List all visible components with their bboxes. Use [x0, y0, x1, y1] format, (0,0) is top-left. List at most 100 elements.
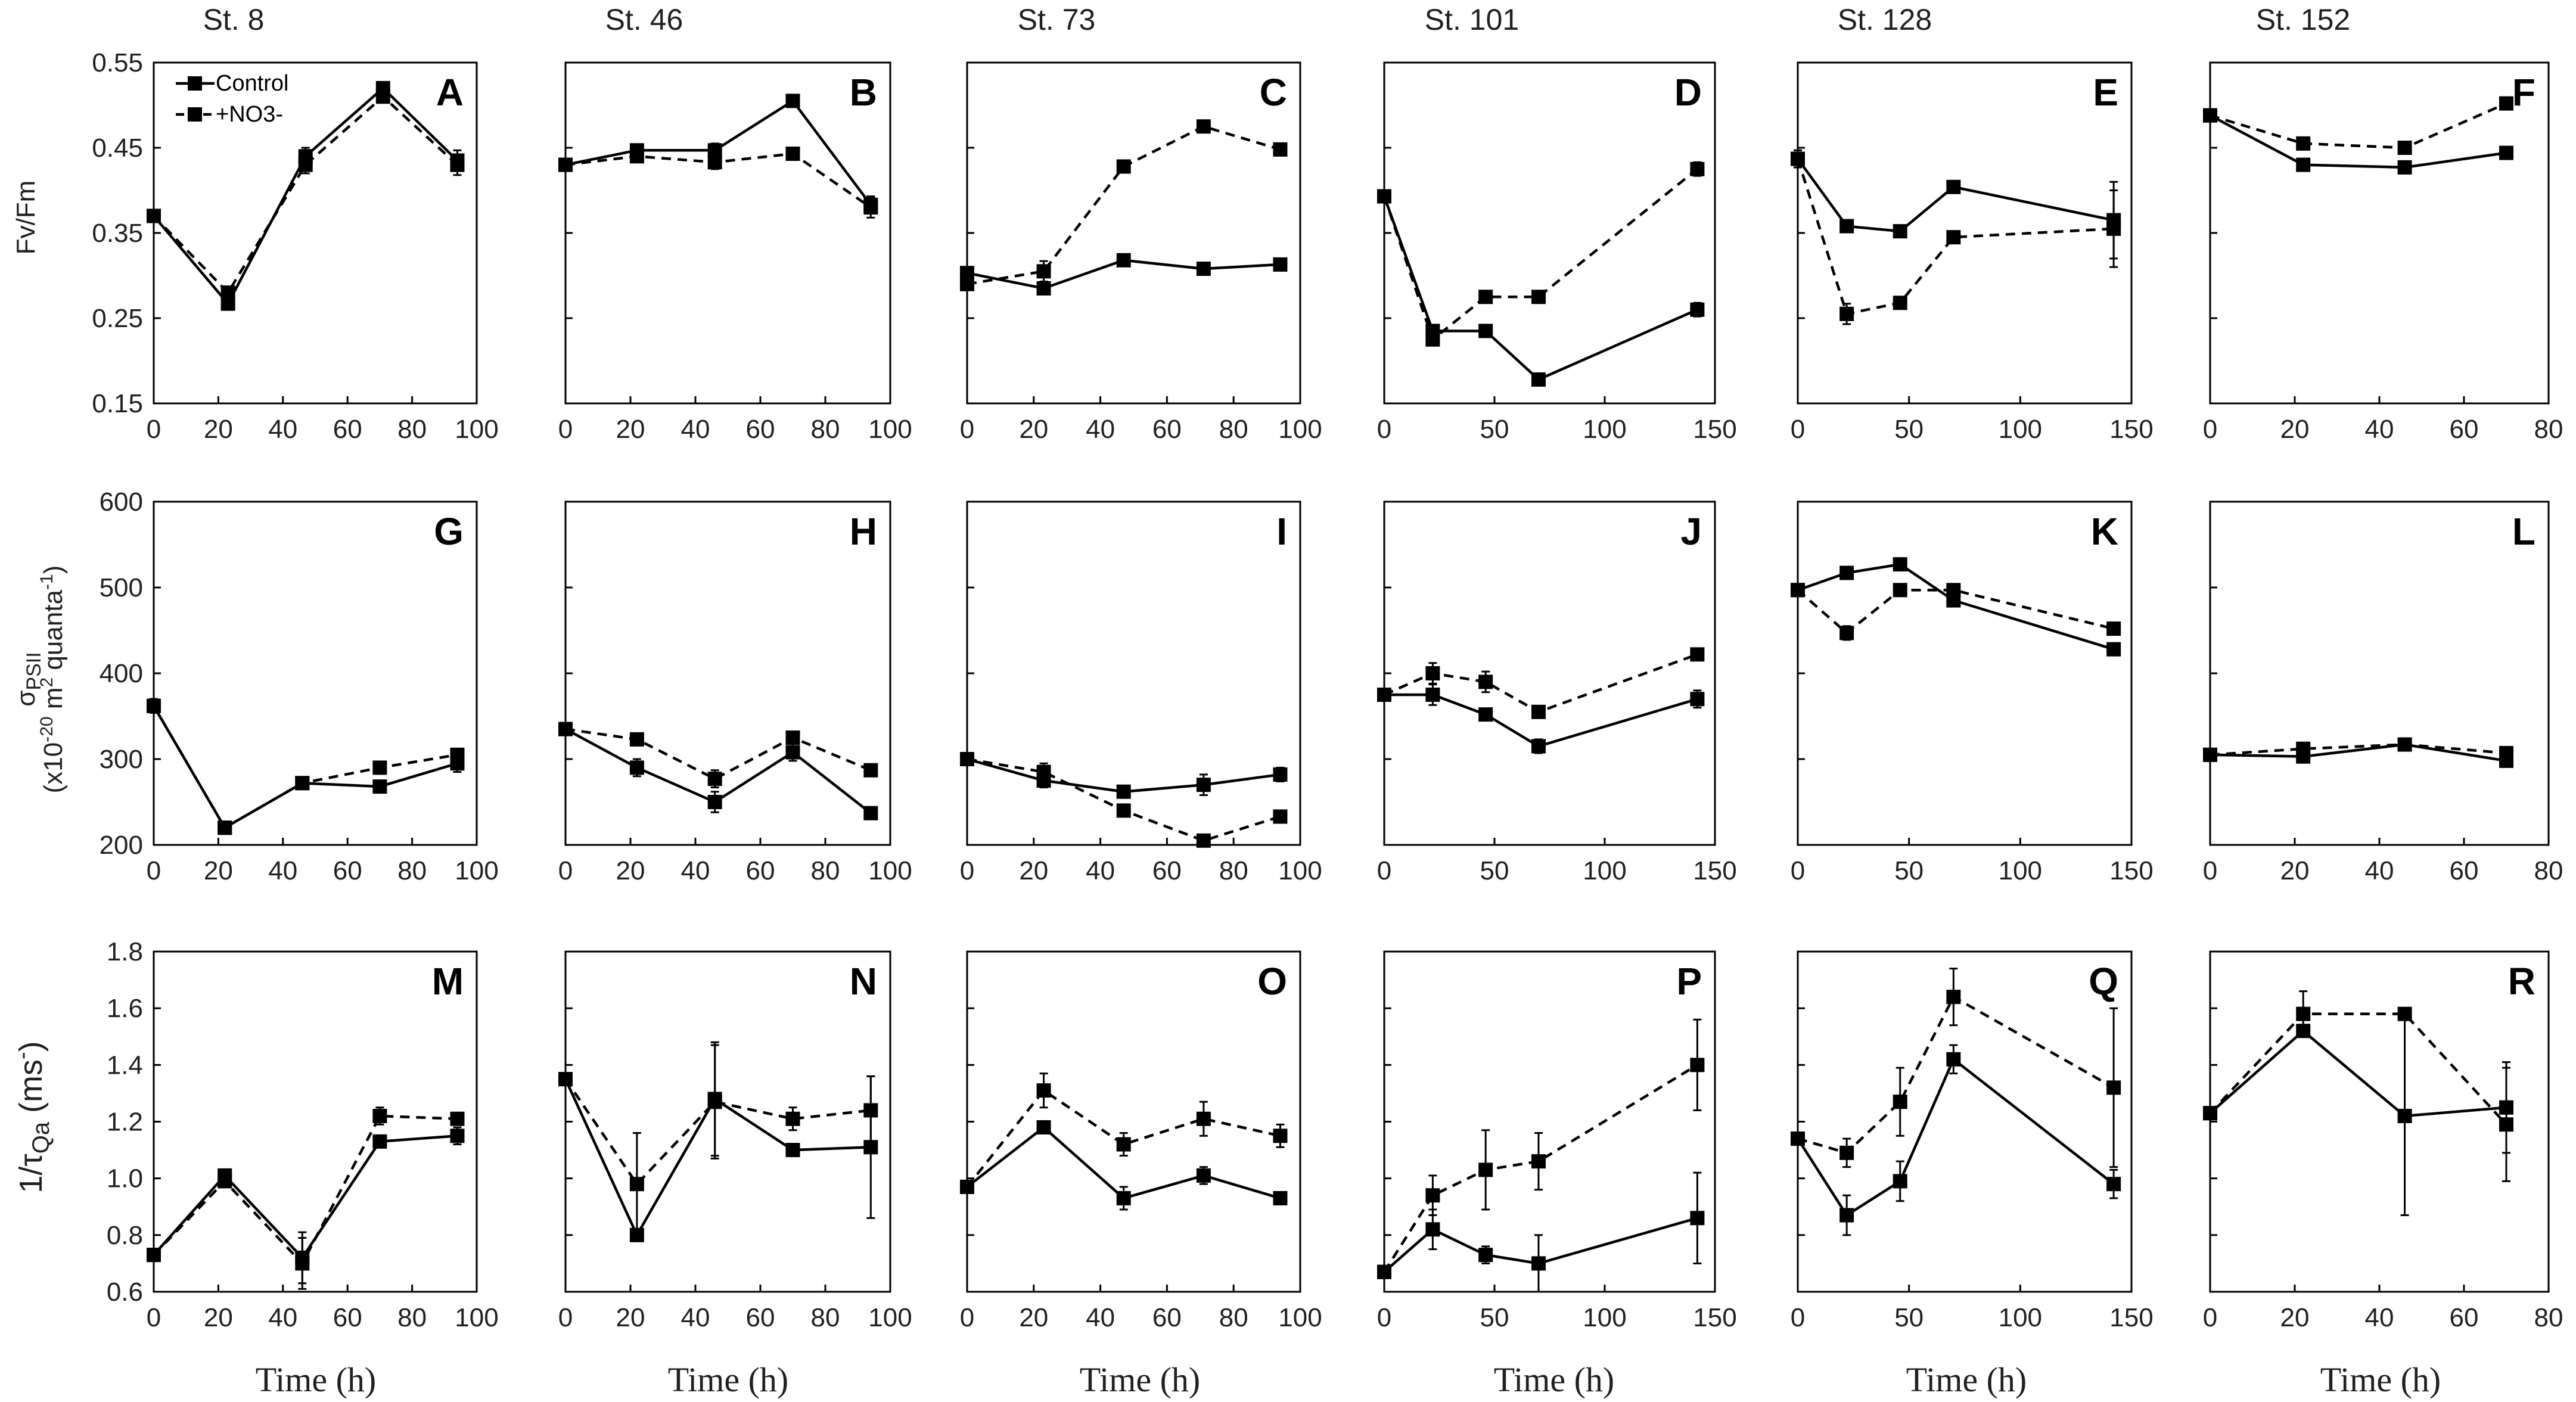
station-title-6: St. 152 [2256, 3, 2350, 36]
panel-m-xtick-label: 60 [333, 1303, 362, 1332]
panel-e-control-point [1839, 219, 1854, 234]
panel-l-xtick-label: 80 [2534, 856, 2563, 885]
panel-o-xtick-label: 80 [1219, 1303, 1248, 1332]
panel-j-control-point [1690, 692, 1705, 707]
panel-b-control-point [707, 143, 722, 158]
panel-i-xtick-label: 60 [1152, 856, 1182, 885]
panel-k-nitrate-point [2106, 621, 2121, 636]
ylabel-sigma-symbol: σPSII [11, 652, 45, 706]
panel-n-xtick-label: 80 [811, 1303, 840, 1332]
panel-g-xtick-label: 80 [397, 856, 427, 885]
panel-h-nitrate-point [629, 732, 644, 747]
panel-c-xtick-label: 100 [1278, 415, 1322, 444]
panel-h-control-point [785, 745, 800, 760]
panel-b-xtick-label: 20 [616, 415, 645, 444]
legend-control-marker [188, 76, 202, 91]
panel-i-nitrate-point [960, 752, 974, 766]
panel-o-xtick-label: 60 [1152, 1303, 1182, 1332]
panel-p-frame [1383, 950, 1716, 1293]
panel-q: 0 50 100 150 Q [1791, 950, 2154, 1332]
legend-control-label: Control [216, 71, 289, 96]
panel-m-ytick-label: 0.8 [107, 1221, 143, 1250]
panel-a-xtick-label: 60 [333, 415, 362, 444]
panel-k-control-point [1893, 557, 1907, 572]
panel-f-control-point [2499, 145, 2513, 160]
panel-o-nitrate-point [1116, 1137, 1131, 1152]
panel-d-nitrate-point [1377, 189, 1391, 204]
station-title-3: St. 73 [1018, 3, 1096, 36]
panel-r-control-point [2397, 1108, 2412, 1123]
panel-h-xtick-label: 100 [868, 856, 912, 885]
panel-p-nitrate-point [1690, 1058, 1705, 1073]
panel-k-nitrate-point [1839, 626, 1854, 641]
panel-q-xtick-label: 100 [1999, 1303, 2042, 1332]
panel-n-nitrate-point [785, 1111, 800, 1126]
panel-g-frame [153, 501, 478, 846]
panel-m-nitrate-point [217, 1174, 232, 1189]
panel-p-control-point [1531, 1256, 1546, 1271]
panel-e-control-point [1893, 224, 1907, 239]
panel-k-frame [1797, 501, 2133, 846]
panel-f-control-point [2397, 160, 2412, 175]
panel-n-nitrate-point [558, 1072, 573, 1087]
ylabel-tau: 1/τQa (ms-) [10, 1041, 54, 1193]
panel-r-xtick-label: 0 [2203, 1303, 2217, 1332]
panel-e-letter: E [2093, 71, 2118, 114]
panel-j-letter: J [1680, 510, 1702, 553]
panel-b-nitrate-point [558, 157, 573, 172]
panel-m-ytick-label: 1.4 [107, 1050, 143, 1080]
panel-k-xtick-label: 0 [1791, 856, 1805, 885]
panel-h-xtick-label: 0 [558, 856, 573, 885]
panel-m-xtick-label: 40 [268, 1303, 297, 1332]
panel-l-xtick-label: 20 [2280, 856, 2310, 885]
panel-h-xtick-label: 40 [681, 856, 710, 885]
panel-h-letter: H [850, 510, 877, 553]
panel-i-xtick-label: 80 [1219, 856, 1248, 885]
panel-g-nitrate-point [147, 698, 161, 713]
panel-g-letter: G [434, 510, 464, 553]
panel-n-xtick-label: 20 [616, 1303, 645, 1332]
panel-n-xtick-label: 40 [681, 1303, 710, 1332]
panel-j-control-point [1478, 707, 1493, 722]
panel-d-control-point [1690, 302, 1705, 317]
panel-g-ytick-label: 200 [100, 831, 143, 860]
panel-o-control-point [1036, 1120, 1051, 1135]
panel-o-frame [966, 950, 1301, 1293]
panel-p-nitrate-point [1531, 1154, 1546, 1169]
panel-p-letter: P [1676, 960, 1702, 1003]
panel-c-frame [966, 61, 1301, 405]
station-title-2: St. 46 [605, 3, 683, 36]
panel-p-nitrate-point [1377, 1264, 1391, 1279]
panel-m-ytick-label: 0.6 [107, 1277, 143, 1307]
panel-m: 1.8 1.6 1.4 1.2 1.0 0.8 0.60 20 40 60 80 100 M [107, 937, 499, 1332]
panel-p-xtick-label: 150 [1693, 1303, 1736, 1332]
xlabel-6: Time (h) [2320, 1360, 2441, 1399]
panel-i-frame [966, 501, 1301, 846]
panel-j-nitrate-line [1384, 653, 1698, 714]
panel-l-control-line [2210, 743, 2507, 763]
panel-b-nitrate-point [785, 147, 800, 161]
panel-e-nitrate-point [2106, 221, 2121, 236]
panel-c-nitrate-point [1273, 142, 1288, 157]
panel-b-xtick-label: 80 [811, 415, 840, 444]
xlabel-5: Time (h) [1906, 1360, 2027, 1399]
panel-l-nitrate-point [2296, 741, 2311, 756]
panel-d-nitrate-point [1425, 332, 1440, 347]
panel-k-control-point [1839, 565, 1854, 580]
panel-r-frame [2209, 950, 2550, 1293]
panel-d-control-point [1478, 324, 1493, 338]
panel-a-xtick-label: 0 [147, 415, 161, 444]
panel-g-control-line [153, 705, 458, 830]
panel-o-nitrate-line [966, 1089, 1281, 1188]
panel-c-nitrate-point [1116, 159, 1131, 174]
panel-k: 0 50 100 150 K [1791, 501, 2154, 885]
xlabel-4: Time (h) [1494, 1360, 1615, 1399]
panel-n-xtick-label: 60 [746, 1303, 775, 1332]
panel-p-nitrate-point [1478, 1162, 1493, 1177]
panel-d-xtick-label: 50 [1480, 415, 1509, 444]
panel-l-xtick-label: 0 [2203, 856, 2217, 885]
panel-f: 0 20 40 60 80 F [2203, 61, 2563, 444]
panel-d-xtick-label: 100 [1583, 415, 1626, 444]
panel-c-control-point [1196, 262, 1211, 276]
